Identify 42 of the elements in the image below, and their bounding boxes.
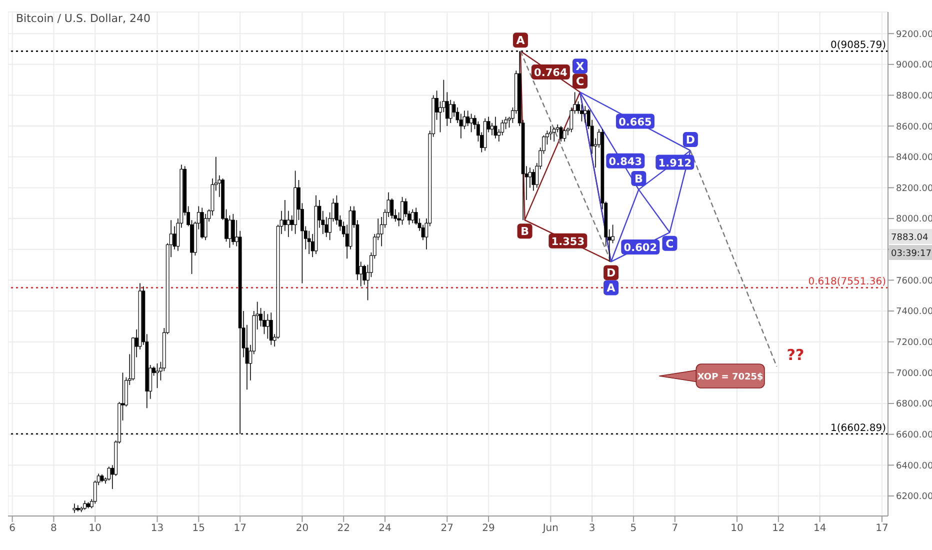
x-tick-label: 13: [150, 523, 164, 534]
annotation: 0.602: [624, 242, 657, 254]
ref-line-label: 0.618(7551.36): [808, 276, 886, 288]
annotation: 0.764: [534, 66, 568, 79]
x-tick-label: Jun: [542, 523, 558, 534]
data-label: B: [520, 225, 529, 238]
x-tick-label: 15: [192, 523, 206, 534]
annotation: XOP = 7025$: [697, 372, 764, 382]
x-tick-label: 3: [588, 523, 596, 534]
annotation: ??: [786, 346, 804, 364]
annotation: 0.843: [608, 156, 642, 168]
x-tick-label: 29: [482, 523, 495, 534]
data-label: C: [576, 75, 584, 88]
x-tick-label: 10: [88, 523, 102, 534]
ref-line-label: 0(9085.79): [830, 40, 886, 52]
x-tick-label: 5: [630, 523, 637, 534]
text: 03:39:17: [891, 249, 932, 259]
data-label: D: [606, 266, 616, 280]
data-label: A: [516, 34, 526, 48]
x-tick-label: 22: [337, 523, 350, 534]
x-tick-label: 7: [672, 523, 678, 534]
x-tick-label: 17: [876, 523, 888, 534]
x-tick-label: 14: [813, 523, 826, 534]
x-tick-label: 24: [378, 523, 392, 534]
chart-title: Bitcoin / U.S. Dollar, 240: [16, 12, 151, 25]
x-tick-label: 6: [9, 523, 16, 534]
annotation: 1.912: [658, 157, 692, 170]
x-tick-label: 17: [234, 523, 246, 534]
ref-line-label: 1(6602.89): [830, 422, 886, 434]
x-tick-label: 20: [296, 523, 309, 534]
data-label: A: [606, 282, 616, 295]
text: 7883.04: [891, 233, 928, 243]
annotation: 0.665: [618, 116, 652, 128]
data-label: B: [634, 172, 643, 186]
data-label: D: [686, 134, 695, 147]
data-label: C: [666, 237, 674, 250]
x-tick-label: 12: [772, 523, 785, 534]
x-tick-label: 8: [50, 523, 57, 534]
x-tick-label: 27: [440, 523, 454, 534]
data-label: X: [576, 60, 585, 74]
x-tick-label: 10: [730, 523, 744, 534]
annotation: 1.353: [551, 236, 585, 248]
